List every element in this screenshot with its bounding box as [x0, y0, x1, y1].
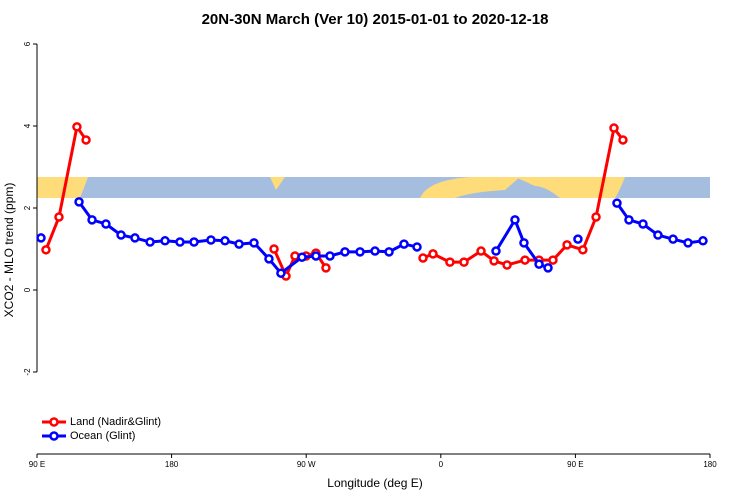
data-point — [562, 240, 572, 250]
data-point — [418, 253, 428, 263]
data-point — [428, 249, 438, 259]
data-point — [321, 263, 331, 273]
data-point — [355, 247, 365, 257]
data-point — [116, 230, 126, 240]
data-point — [87, 215, 97, 225]
x-axis-label: Longitude (deg E) — [327, 476, 422, 490]
y-tick-label: 2 — [23, 205, 32, 210]
data-point — [519, 238, 529, 248]
y-tick-label: 4 — [23, 123, 32, 128]
data-point — [489, 256, 499, 266]
data-point — [609, 123, 619, 133]
y-tick-label: 6 — [23, 41, 32, 46]
data-point — [145, 237, 155, 247]
x-tick-label: 0 — [439, 460, 444, 469]
y-tick-label: 0 — [23, 287, 32, 292]
y-tick-label: -2 — [23, 368, 32, 376]
data-point — [520, 255, 530, 265]
land-patch — [37, 177, 88, 198]
data-point — [573, 234, 583, 244]
data-point — [502, 260, 512, 270]
data-point — [668, 234, 678, 244]
data-point — [311, 251, 321, 261]
data-point — [399, 239, 409, 249]
data-point — [101, 219, 111, 229]
land-patch — [270, 177, 285, 190]
x-tick-label: 90 E — [567, 460, 583, 469]
data-point — [638, 219, 648, 229]
data-point — [510, 215, 520, 225]
data-point — [81, 135, 91, 145]
data-point — [206, 235, 216, 245]
data-point — [683, 238, 693, 248]
data-point — [72, 122, 82, 132]
chart-title: 20N-30N March (Ver 10) 2015-01-01 to 202… — [202, 11, 549, 28]
data-point — [36, 233, 46, 243]
data-point — [618, 135, 628, 145]
x-tick-label: 90 E — [29, 460, 45, 469]
data-point — [612, 198, 622, 208]
data-point — [220, 236, 230, 246]
data-point — [698, 236, 708, 246]
data-point — [249, 238, 259, 248]
data-point — [340, 247, 350, 257]
data-point — [491, 246, 501, 256]
data-point — [269, 244, 279, 254]
x-tick-label: 90 W — [297, 460, 316, 469]
data-point — [476, 246, 486, 256]
data-point — [189, 237, 199, 247]
data-point — [41, 245, 51, 255]
series-line — [77, 200, 704, 276]
data-point — [591, 212, 601, 222]
data-point — [624, 215, 634, 225]
data-point — [412, 242, 422, 252]
data-point — [276, 268, 286, 278]
data-point — [384, 247, 394, 257]
data-point — [445, 257, 455, 267]
data-point — [175, 237, 185, 247]
data-point — [578, 245, 588, 255]
data-point — [160, 236, 170, 246]
data-point — [534, 259, 544, 269]
data-point — [264, 254, 274, 264]
y-axis-label: XCO2 - MLO trend (ppm) — [2, 183, 16, 318]
data-point — [325, 251, 335, 261]
land-patch — [515, 177, 625, 198]
map-strip — [37, 177, 710, 198]
legend-label: Land (Nadir&Glint) — [70, 416, 161, 428]
data-point — [54, 212, 64, 222]
legend-marker — [49, 417, 59, 427]
data-point — [297, 252, 307, 262]
data-point — [459, 257, 469, 267]
legend-label: Ocean (Glint) — [70, 430, 135, 442]
land-patch — [420, 177, 520, 198]
data-point — [653, 230, 663, 240]
data-point — [548, 255, 558, 265]
legend-marker — [49, 431, 59, 441]
data-point — [130, 233, 140, 243]
x-tick-label: 180 — [165, 460, 179, 469]
data-point — [370, 246, 380, 256]
x-tick-label: 180 — [703, 460, 717, 469]
data-point — [234, 239, 244, 249]
data-point — [543, 263, 553, 273]
data-point — [74, 197, 84, 207]
